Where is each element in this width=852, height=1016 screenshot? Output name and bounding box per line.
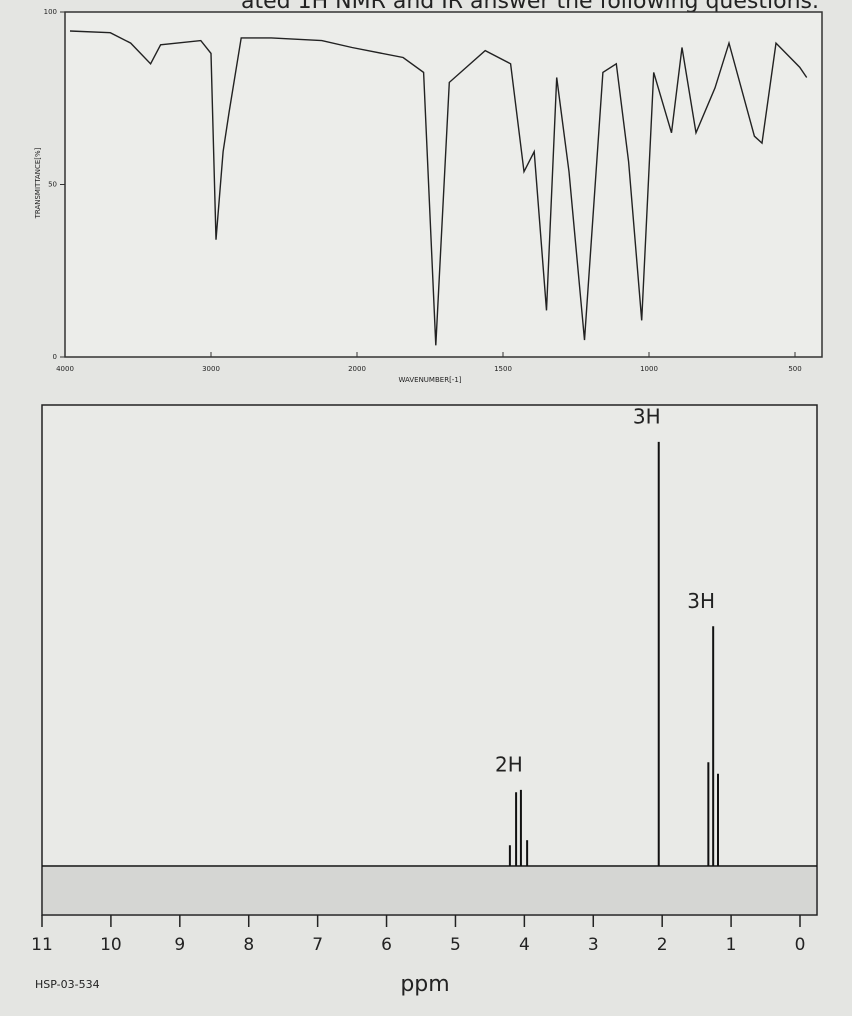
ir-y-label: TRANSMITTANCE[%]: [34, 147, 42, 219]
x-tick-label: 2000: [348, 365, 366, 373]
integration-label: 2H: [495, 752, 523, 776]
x-tick-label: 11: [31, 935, 53, 955]
x-tick-label: 1: [726, 935, 737, 955]
nmr-note: HSP-03-534: [35, 978, 100, 991]
header-text: ated 1H NMR and IR answer the following …: [241, 0, 819, 14]
nmr-frame: [41, 404, 818, 916]
integration-label: 3H: [687, 589, 715, 613]
x-tick-label: 9: [174, 935, 185, 955]
y-tick-label: 100: [44, 8, 57, 16]
x-tick-label: 0: [795, 935, 806, 955]
x-tick-label: 8: [243, 935, 254, 955]
x-tick-label: 4: [519, 935, 530, 955]
nmr-x-label: ppm: [400, 972, 449, 997]
x-tick-label: 7: [312, 935, 323, 955]
ir-spectrum: [69, 30, 808, 346]
y-tick-label: 0: [53, 353, 57, 361]
x-tick-label: 1500: [494, 365, 512, 373]
x-tick-label: 6: [381, 935, 392, 955]
x-tick-label: 500: [788, 365, 801, 373]
x-tick-label: 3000: [202, 365, 220, 373]
y-tick-label: 50: [48, 181, 57, 189]
ir-x-label: WAVENUMBER[-1]: [398, 376, 461, 384]
nmr-lower-band: [43, 867, 816, 914]
integration-label: 3H: [633, 404, 661, 428]
x-tick-label: 10: [100, 935, 122, 955]
x-tick-label: 2: [657, 935, 668, 955]
x-tick-label: 3: [588, 935, 599, 955]
x-tick-label: 5: [450, 935, 461, 955]
x-tick-label: 1000: [640, 365, 658, 373]
x-tick-label: 4000: [56, 365, 74, 373]
